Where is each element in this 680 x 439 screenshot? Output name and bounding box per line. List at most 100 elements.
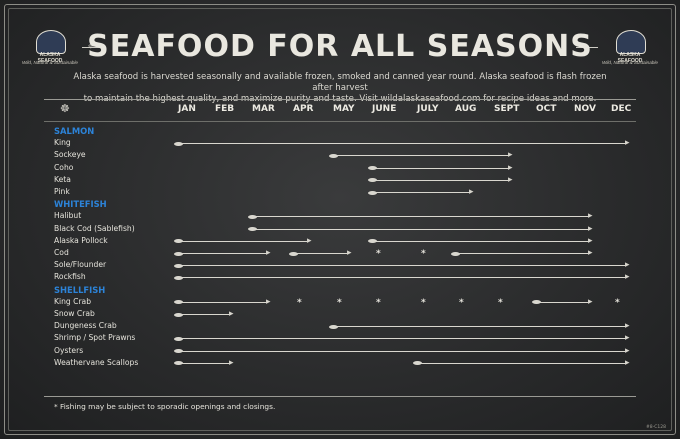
season-bar xyxy=(370,240,590,242)
sporadic-asterisk: * xyxy=(337,297,342,308)
category-shellfish: SHELLFISH xyxy=(54,284,106,295)
fish-badge-icon xyxy=(616,30,646,54)
fish-marker-icon xyxy=(248,227,257,232)
arrow-end-icon: ▸ xyxy=(229,357,234,368)
season-bar xyxy=(370,192,471,193)
fish-marker-icon xyxy=(174,336,183,341)
arrow-left-icon: ⇽ xyxy=(88,39,99,54)
arrow-end-icon: ▸ xyxy=(625,333,630,344)
season-bar xyxy=(370,167,510,169)
intro-text: Alaska seafood is harvested seasonally a… xyxy=(73,72,607,104)
arrow-end-icon: ▸ xyxy=(625,260,630,271)
species-name: Rockfish xyxy=(54,272,86,282)
season-bar xyxy=(534,301,590,303)
season-bar xyxy=(176,301,268,303)
month-sept: SEPT xyxy=(494,104,520,114)
arrow-end-icon: ▸ xyxy=(266,248,271,258)
month-aug: AUG xyxy=(455,104,477,114)
season-bar xyxy=(176,143,627,145)
month-feb: FEB xyxy=(215,104,235,114)
species-name: Alaska Pollock xyxy=(54,235,108,245)
season-bar xyxy=(415,362,627,364)
species-name: King Crab xyxy=(54,296,92,306)
species-name: Shrimp / Spot Prawns xyxy=(54,333,136,343)
species-name: Sole/Flounder xyxy=(54,260,107,270)
season-bar xyxy=(370,179,510,181)
arrow-end-icon: ▸ xyxy=(508,150,513,161)
species-name: Black Cod (Sablefish) xyxy=(54,223,135,233)
season-bar xyxy=(250,228,590,230)
fish-badge-icon xyxy=(36,30,66,54)
arrow-end-icon: ▸ xyxy=(588,235,593,246)
fish-marker-icon xyxy=(174,263,183,268)
season-bar xyxy=(176,277,627,279)
species-name: Keta xyxy=(54,174,71,184)
title-rule-left xyxy=(82,47,104,48)
fish-marker-icon xyxy=(174,312,183,317)
sporadic-asterisk: * xyxy=(421,297,426,308)
category-whitefish: WHITEFISH xyxy=(54,199,107,210)
fish-marker-icon xyxy=(248,214,257,219)
fish-marker-icon xyxy=(368,239,377,244)
ship-wheel-icon: ☸ xyxy=(60,102,70,115)
species-name: Coho xyxy=(54,162,74,172)
arrow-end-icon: ▸ xyxy=(229,309,234,319)
fish-marker-icon xyxy=(368,166,377,171)
fish-marker-icon xyxy=(532,300,541,305)
arrow-end-icon: ▸ xyxy=(625,345,630,356)
month-jan: JAN xyxy=(178,104,196,114)
arrow-end-icon: ▸ xyxy=(307,235,312,246)
sporadic-asterisk: * xyxy=(459,297,464,308)
arrow-end-icon: ▸ xyxy=(588,211,593,222)
title-rule-right xyxy=(576,47,598,48)
fish-marker-icon xyxy=(368,190,377,195)
sporadic-asterisk: * xyxy=(421,249,426,259)
fish-marker-icon xyxy=(329,324,338,329)
season-bar xyxy=(453,253,590,254)
divider-bottom xyxy=(44,396,636,397)
fish-marker-icon xyxy=(174,300,183,305)
month-oct: OCT xyxy=(536,104,557,114)
species-name: Dungeness Crab xyxy=(54,321,117,331)
season-bar xyxy=(176,338,627,340)
footnote: * Fishing may be subject to sporadic ope… xyxy=(54,402,276,411)
arrow-end-icon: ▸ xyxy=(588,296,593,307)
fish-marker-icon xyxy=(174,251,183,256)
season-bar xyxy=(176,240,309,242)
category-salmon: SALMON xyxy=(54,126,95,136)
season-bar xyxy=(331,155,510,157)
code-label: #8-C128 xyxy=(646,425,666,430)
sporadic-asterisk: * xyxy=(498,297,503,308)
species-name: Oysters xyxy=(54,345,84,355)
season-bar xyxy=(176,314,231,315)
month-may: MAY xyxy=(333,104,355,114)
season-bar xyxy=(176,253,268,254)
month-apr: APR xyxy=(293,104,314,114)
species-name: King xyxy=(54,138,71,148)
fish-marker-icon xyxy=(174,361,183,366)
fish-marker-icon xyxy=(174,349,183,354)
species-name: Halibut xyxy=(54,211,82,221)
season-bar xyxy=(250,216,590,218)
inner-frame xyxy=(8,8,672,431)
month-mar: MAR xyxy=(252,104,275,114)
arrow-end-icon: ▸ xyxy=(347,248,352,258)
arrow-end-icon: ▸ xyxy=(469,187,474,197)
season-bar xyxy=(176,265,627,267)
outer-frame xyxy=(4,4,676,435)
month-dec: DEC xyxy=(611,104,632,114)
month-nov: NOV xyxy=(574,104,596,114)
fish-marker-icon xyxy=(174,239,183,244)
species-name: Snow Crab xyxy=(54,309,95,318)
species-name: Cod xyxy=(54,248,69,257)
season-bar xyxy=(176,362,231,364)
sporadic-asterisk: * xyxy=(615,297,620,308)
fish-marker-icon xyxy=(174,141,183,146)
divider-header xyxy=(44,121,636,122)
season-bar xyxy=(176,350,627,352)
logo-left: ALASKA SEAFOOD Wild, Natural & Sustainab… xyxy=(22,30,78,70)
arrow-end-icon: ▸ xyxy=(625,321,630,332)
fish-marker-icon xyxy=(289,251,298,256)
arrow-end-icon: ▸ xyxy=(625,272,630,283)
